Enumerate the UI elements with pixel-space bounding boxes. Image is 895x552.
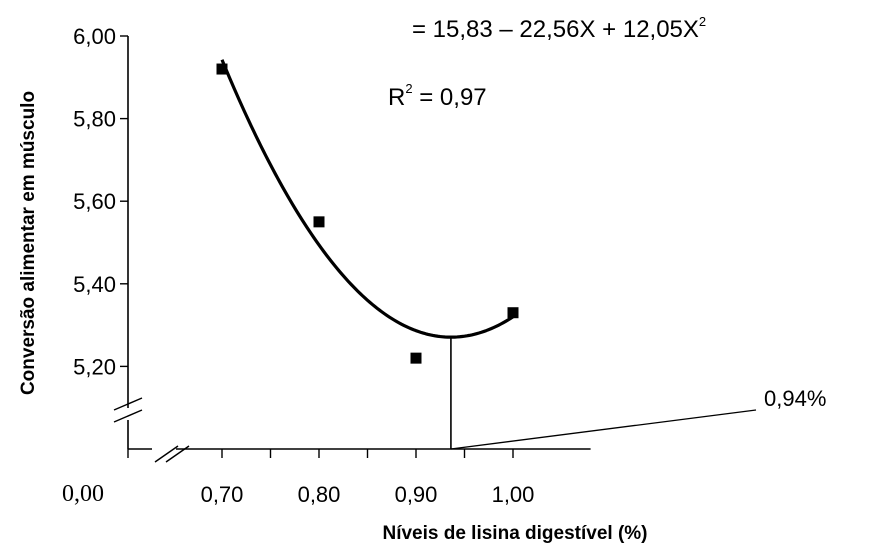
y-tick-label: 5,40	[73, 272, 116, 297]
r2-prefix: R	[388, 84, 405, 111]
r2-annotation: R2 = 0,97	[388, 81, 487, 111]
y-tick-label: 5,60	[73, 189, 116, 214]
equation-text: = 15,83 – 22,56X + 12,05X	[412, 16, 699, 43]
fit-curve	[220, 59, 514, 339]
y-tick-label: 5,20	[73, 354, 116, 379]
tick-labels: 5,20 5,40 5,60 5,80 6,00 0,70 0,80 0,90 1,00	[73, 24, 534, 507]
x-tick-label: 0,90	[395, 482, 438, 507]
y-axis-label: Conversão alimentar em músculo	[18, 91, 39, 395]
x-axis-break-mark	[154, 445, 179, 463]
data-point	[410, 352, 422, 364]
r2-exponent: 2	[405, 81, 412, 96]
optimum-label: 0,94%	[764, 386, 826, 411]
r2-value: = 0,97	[413, 84, 487, 111]
y-tick-label: 5,80	[73, 107, 116, 132]
x-tick-label: 0,70	[201, 482, 244, 507]
optimum-leader-line	[450, 409, 757, 450]
data-point	[313, 216, 325, 228]
x-axis-label: Níveis de lisina digestível (%)	[382, 523, 647, 544]
fit-curve-group	[220, 59, 514, 339]
equation-annotation: = 15,83 – 22,56X + 12,05X2	[412, 14, 706, 43]
equation-exponent: 2	[699, 14, 706, 29]
data-point	[216, 63, 228, 75]
data-point	[507, 307, 519, 319]
tick-marks	[120, 35, 514, 458]
y-axis-break-mark	[113, 397, 143, 411]
axes	[113, 36, 591, 463]
optimum-marker: 0,94%	[450, 337, 826, 450]
y-tick-label: 6,00	[73, 24, 116, 49]
origin-label: 0,00	[62, 481, 104, 507]
x-axis-break-mark	[165, 445, 190, 463]
y-axis-break-mark	[113, 409, 143, 423]
data-points	[216, 63, 519, 364]
x-tick-label: 0,80	[298, 482, 341, 507]
x-tick-label: 1,00	[492, 482, 535, 507]
